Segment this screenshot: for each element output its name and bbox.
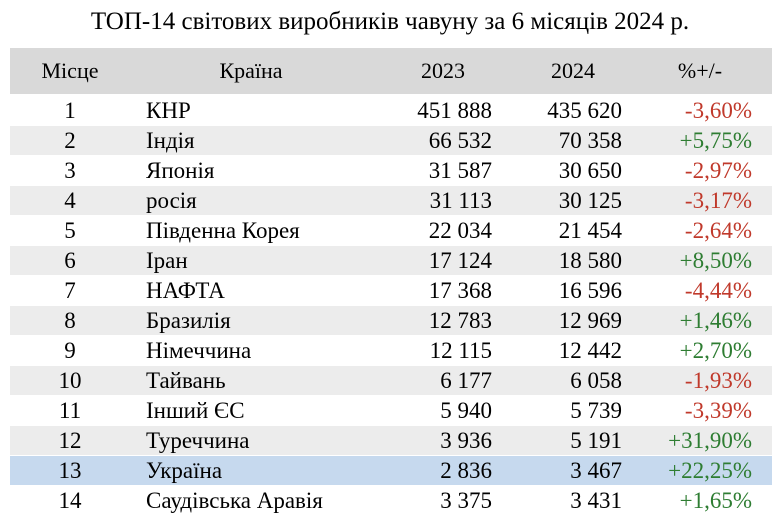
value-2024-cell: 5 191 xyxy=(570,427,622,453)
value-2024-cell: 16 596 xyxy=(558,277,622,303)
country-cell: Німеччина xyxy=(146,337,252,363)
rank-cell: 7 xyxy=(64,277,76,303)
value-2023-cell: 3 375 xyxy=(440,487,492,513)
country-cell: Інший ЄС xyxy=(146,397,245,423)
table-row: 10 Тайвань 6 177 6 058 -1,93% xyxy=(10,366,772,396)
country-cell: росія xyxy=(146,187,197,213)
value-2024-cell: 21 454 xyxy=(558,217,622,243)
change-cell: +22,25% xyxy=(668,457,752,483)
value-2024-cell: 3 467 xyxy=(570,457,622,483)
country-cell: Тайвань xyxy=(146,367,226,393)
table-row: 14 Саудівська Аравія 3 375 3 431 +1,65% xyxy=(10,486,772,516)
value-2024-cell: 6 058 xyxy=(570,367,622,393)
value-2024-cell: 70 358 xyxy=(558,127,622,153)
rank-cell: 9 xyxy=(64,337,76,363)
country-cell: Туреччина xyxy=(146,427,250,453)
table-title: ТОП-14 світових виробників чавуну за 6 м… xyxy=(90,8,690,35)
rank-cell: 6 xyxy=(64,247,76,273)
value-2024-cell: 12 442 xyxy=(558,337,622,363)
header-rank: Місце xyxy=(41,58,99,83)
header-2024: 2024 xyxy=(551,58,595,83)
table-row: 1 КНР 451 888 435 620 -3,60% xyxy=(10,96,772,126)
rank-cell: 14 xyxy=(58,487,82,513)
header-2023: 2023 xyxy=(421,58,465,83)
table-row: 3 Японія 31 587 30 650 -2,97% xyxy=(10,156,772,186)
value-2023-cell: 31 587 xyxy=(428,157,492,183)
value-2023-cell: 17 124 xyxy=(428,247,492,273)
change-cell: -3,39% xyxy=(684,397,752,423)
value-2024-cell: 30 125 xyxy=(558,187,622,213)
table-row: 2 Індія 66 532 70 358 +5,75% xyxy=(10,126,772,156)
value-2023-cell: 12 115 xyxy=(429,337,492,363)
change-cell: +2,70% xyxy=(679,337,752,363)
change-cell: +1,65% xyxy=(679,487,752,513)
country-cell: Іран xyxy=(146,247,188,273)
value-2023-cell: 451 888 xyxy=(417,97,492,123)
rank-cell: 5 xyxy=(64,217,76,243)
table-header-row: Місце Країна 2023 2024 %+/- xyxy=(10,48,772,96)
country-cell: Україна xyxy=(146,457,223,483)
table-row: 7 НАФТА 17 368 16 596 -4,44% xyxy=(10,276,772,306)
change-cell: +8,50% xyxy=(679,247,752,273)
production-table: Місце Країна 2023 2024 %+/- 1 КНР 451 88… xyxy=(10,48,772,516)
country-cell: НАФТА xyxy=(146,277,225,303)
rank-cell: 11 xyxy=(58,397,82,423)
value-2024-cell: 5 739 xyxy=(570,397,622,423)
rank-cell: 10 xyxy=(58,367,82,393)
rank-cell: 4 xyxy=(64,187,76,213)
country-cell: Індія xyxy=(146,127,195,153)
rank-cell: 3 xyxy=(64,157,76,183)
value-2024-cell: 12 969 xyxy=(558,307,622,333)
table-row: 8 Бразилія 12 783 12 969 +1,46% xyxy=(10,306,772,336)
table-row: 6 Іран 17 124 18 580 +8,50% xyxy=(10,246,772,276)
country-cell: Південна Корея xyxy=(146,217,300,243)
table-row: 5 Південна Корея 22 034 21 454 -2,64% xyxy=(10,216,772,246)
change-cell: -4,44% xyxy=(684,277,752,303)
change-cell: +31,90% xyxy=(668,427,752,453)
table-row: 12 Туреччина 3 936 5 191 +31,90% xyxy=(10,426,772,456)
country-cell: КНР xyxy=(146,97,191,123)
country-cell: Саудівська Аравія xyxy=(146,487,323,513)
rank-cell: 12 xyxy=(58,427,82,453)
change-cell: -3,60% xyxy=(684,97,752,123)
table-row: 9 Німеччина 12 115 12 442 +2,70% xyxy=(10,336,772,366)
rank-cell: 1 xyxy=(64,97,76,123)
value-2024-cell: 435 620 xyxy=(547,97,622,123)
change-cell: -1,93% xyxy=(684,367,752,393)
value-2024-cell: 18 580 xyxy=(558,247,622,273)
change-cell: +1,46% xyxy=(679,307,752,333)
header-country: Країна xyxy=(219,58,283,83)
value-2023-cell: 22 034 xyxy=(428,217,492,243)
value-2023-cell: 17 368 xyxy=(428,277,492,303)
value-2023-cell: 3 936 xyxy=(440,427,492,453)
value-2023-cell: 66 532 xyxy=(428,127,492,153)
value-2024-cell: 30 650 xyxy=(558,157,622,183)
value-2023-cell: 6 177 xyxy=(440,367,492,393)
value-2023-cell: 31 113 xyxy=(429,187,492,213)
rank-cell: 8 xyxy=(64,307,76,333)
change-cell: -2,64% xyxy=(684,217,752,243)
value-2023-cell: 5 940 xyxy=(440,397,492,423)
rank-cell: 13 xyxy=(58,457,82,483)
table-row: 4 росія 31 113 30 125 -3,17% xyxy=(10,186,772,216)
change-cell: +5,75% xyxy=(679,127,752,153)
country-cell: Японія xyxy=(146,157,215,183)
header-change: %+/- xyxy=(677,58,723,83)
country-cell: Бразилія xyxy=(146,307,231,333)
value-2023-cell: 12 783 xyxy=(428,307,492,333)
change-cell: -2,97% xyxy=(684,157,752,183)
value-2023-cell: 2 836 xyxy=(440,457,492,483)
change-cell: -3,17% xyxy=(684,187,752,213)
rank-cell: 2 xyxy=(64,127,76,153)
table-row-highlighted: 13 Україна 2 836 3 467 +22,25% xyxy=(10,456,772,486)
value-2024-cell: 3 431 xyxy=(570,487,622,513)
table-row: 11 Інший ЄС 5 940 5 739 -3,39% xyxy=(10,396,772,426)
